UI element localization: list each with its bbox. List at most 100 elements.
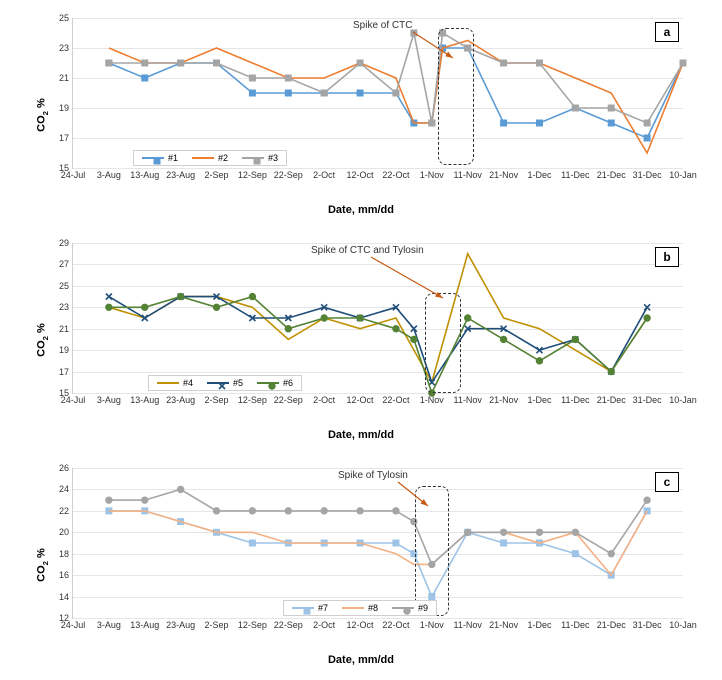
y-tick-label: 21 xyxy=(59,73,73,83)
x-tick-label: 21-Dec xyxy=(597,395,626,405)
y-tick-label: 20 xyxy=(59,527,73,537)
y-tick-label: 25 xyxy=(59,281,73,291)
x-tick-label: 10-Jan xyxy=(669,395,697,405)
x-tick-label: 13-Aug xyxy=(130,620,159,630)
x-axis-label: Date, mm/dd xyxy=(20,204,702,216)
x-tick-label: 2-Sep xyxy=(205,170,229,180)
panel-corner-label: c xyxy=(655,472,679,492)
x-tick-label: 22-Oct xyxy=(382,170,409,180)
x-tick-label: 1-Dec xyxy=(527,395,551,405)
x-tick-label: 22-Sep xyxy=(274,395,303,405)
x-tick-label: 13-Aug xyxy=(130,170,159,180)
x-tick-label: 21-Nov xyxy=(489,395,518,405)
legend-item: #6 xyxy=(257,378,293,388)
x-axis-label: Date, mm/dd xyxy=(20,654,702,666)
series-line-9 xyxy=(109,489,647,564)
x-tick-label: 2-Oct xyxy=(313,620,335,630)
x-tick-label: 21-Nov xyxy=(489,170,518,180)
legend-item: #8 xyxy=(342,603,378,613)
series-line-4 xyxy=(109,254,647,383)
y-tick-label: 14 xyxy=(59,592,73,602)
x-tick-label: 3-Aug xyxy=(97,620,121,630)
x-tick-label: 11-Nov xyxy=(454,620,482,630)
x-tick-label: 23-Aug xyxy=(166,395,195,405)
y-tick-label: 26 xyxy=(59,463,73,473)
x-tick-label: 12-Sep xyxy=(238,620,267,630)
x-tick-label: 12-Oct xyxy=(347,170,374,180)
legend: #7 #8 #9 xyxy=(283,600,437,616)
x-axis-label: Date, mm/dd xyxy=(20,429,702,441)
x-tick-label: 10-Jan xyxy=(669,620,697,630)
x-tick-label: 1-Dec xyxy=(527,620,551,630)
callout-label: Spike of CTC xyxy=(353,20,412,31)
y-tick-label: 17 xyxy=(59,133,73,143)
series-line-2 xyxy=(109,41,683,154)
spike-highlight-box xyxy=(415,486,449,616)
x-tick-label: 12-Sep xyxy=(238,170,267,180)
legend-item: #9 xyxy=(392,603,428,613)
y-tick-label: 18 xyxy=(59,549,73,559)
legend: #4 #5 #6 xyxy=(148,375,302,391)
x-tick-label: 31-Dec xyxy=(633,395,662,405)
panel-c: CO2 %Date, mm/dd121416182022242624-Jul3-… xyxy=(20,460,702,670)
x-tick-label: 21-Nov xyxy=(489,620,518,630)
x-tick-label: 1-Dec xyxy=(527,170,551,180)
y-tick-label: 22 xyxy=(59,506,73,516)
legend-label: #2 xyxy=(218,153,228,163)
x-tick-label: 24-Jul xyxy=(61,170,86,180)
x-tick-label: 10-Jan xyxy=(669,170,697,180)
gridline xyxy=(73,168,683,169)
x-tick-label: 2-Oct xyxy=(313,395,335,405)
y-tick-label: 24 xyxy=(59,484,73,494)
y-tick-label: 29 xyxy=(59,238,73,248)
x-tick-label: 22-Sep xyxy=(274,620,303,630)
panel-a: CO2 %Date, mm/dd15171921232524-Jul3-Aug1… xyxy=(20,10,702,220)
x-tick-label: 11-Nov xyxy=(454,170,482,180)
legend-label: #7 xyxy=(318,603,328,613)
spike-highlight-box xyxy=(438,28,474,165)
x-tick-label: 31-Dec xyxy=(633,170,662,180)
x-tick-label: 21-Dec xyxy=(597,170,626,180)
x-tick-label: 23-Aug xyxy=(166,170,195,180)
callout-label: Spike of Tylosin xyxy=(338,470,408,481)
x-tick-label: 12-Sep xyxy=(238,395,267,405)
x-tick-label: 3-Aug xyxy=(97,395,121,405)
y-tick-label: 19 xyxy=(59,345,73,355)
chart-svg xyxy=(73,243,683,393)
panel-corner-label: b xyxy=(655,247,679,267)
legend-label: #1 xyxy=(168,153,178,163)
legend-label: #6 xyxy=(283,378,293,388)
x-tick-label: 1-Nov xyxy=(420,620,444,630)
plot-area: 151719212325272924-Jul3-Aug13-Aug23-Aug2… xyxy=(72,243,683,394)
x-tick-label: 3-Aug xyxy=(97,170,121,180)
plot-area: 121416182022242624-Jul3-Aug13-Aug23-Aug2… xyxy=(72,468,683,619)
x-tick-label: 12-Oct xyxy=(347,395,374,405)
plot-area: 15171921232524-Jul3-Aug13-Aug23-Aug2-Sep… xyxy=(72,18,683,169)
gridline xyxy=(73,393,683,394)
panel-corner-label: a xyxy=(655,22,679,42)
legend-label: #5 xyxy=(233,378,243,388)
chart-svg xyxy=(73,468,683,618)
x-tick-label: 21-Dec xyxy=(597,620,626,630)
callout-label: Spike of CTC and Tylosin xyxy=(311,245,424,256)
panel-b: CO2 % Date, mm/dd 151719212325272924-Jul3-… xyxy=(20,235,702,445)
y-axis-label: CO2 % xyxy=(36,323,50,357)
figure-root: CO2 % Date, mm/dd 15171921232524-Jul3-Aug1… xyxy=(0,0,722,680)
x-tick-label: 2-Oct xyxy=(313,170,335,180)
x-tick-label: 24-Jul xyxy=(61,395,86,405)
legend: #1#2#3 xyxy=(133,150,287,166)
y-tick-label: 17 xyxy=(59,367,73,377)
legend-label: #4 xyxy=(183,378,193,388)
gridline xyxy=(73,618,683,619)
legend-label: #9 xyxy=(418,603,428,613)
x-tick-label: 13-Aug xyxy=(130,395,159,405)
x-tick-label: 2-Sep xyxy=(205,620,229,630)
y-tick-label: 21 xyxy=(59,324,73,334)
x-tick-label: 12-Oct xyxy=(347,620,374,630)
legend-item: #4 xyxy=(157,378,193,388)
x-tick-label: 11-Dec xyxy=(561,170,589,180)
y-tick-label: 19 xyxy=(59,103,73,113)
x-tick-label: 11-Dec xyxy=(561,620,589,630)
y-tick-label: 25 xyxy=(59,13,73,23)
legend-item: #1 xyxy=(142,153,178,163)
